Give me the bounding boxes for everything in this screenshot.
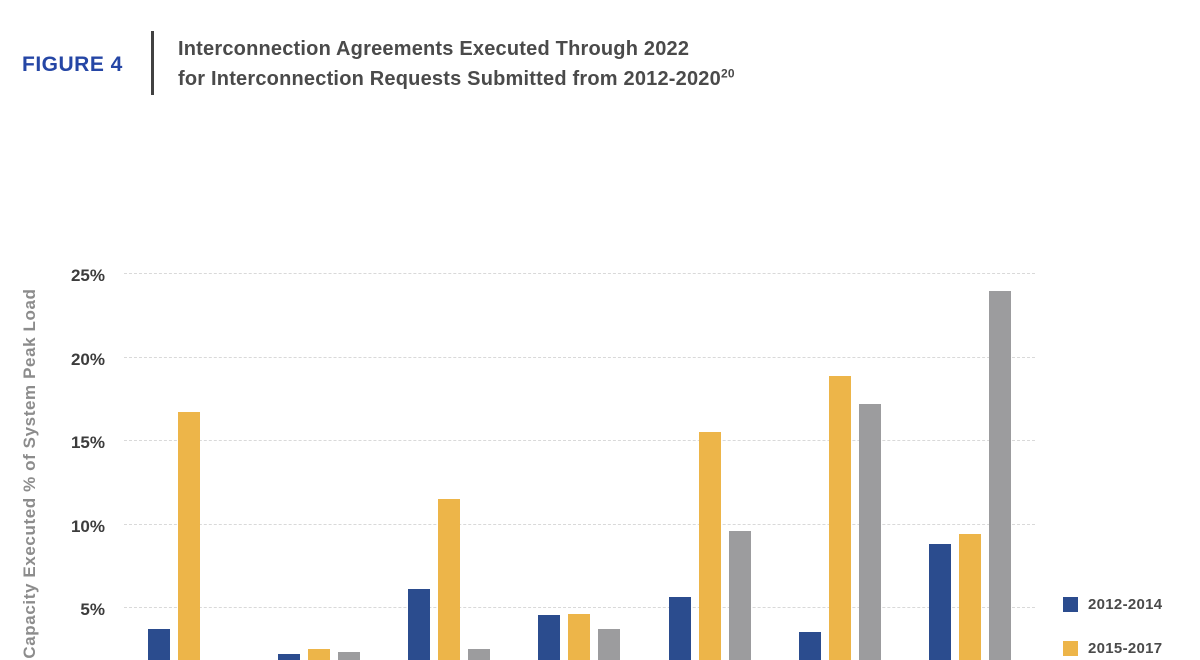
chart-title-line1: Interconnection Agreements Executed Thro…: [178, 38, 690, 60]
bar-caiso-2012-2014: [798, 632, 821, 660]
bar-ercot-2015-2017: [958, 533, 981, 660]
bar-pjm-2015-2017: [438, 498, 461, 660]
header-divider: [151, 31, 154, 95]
legend-item: 2012-2014: [1063, 596, 1162, 613]
footnote-superscript: 20: [720, 66, 735, 81]
bar-nyso-2018-2020: [338, 652, 361, 660]
bar-group-miso: [668, 276, 751, 660]
legend-swatch-icon: [1063, 597, 1078, 612]
bar-caiso-2015-2017: [828, 375, 851, 660]
bar-group-pjm: [408, 276, 491, 660]
figure-header: FIGURE 4 Interconnection Agreements Exec…: [0, 0, 1200, 110]
bar-miso-2012-2014: [668, 597, 691, 660]
bar-spp-2015-2017: [178, 412, 201, 660]
y-axis-title: IA Capacity Executed % of System Peak Lo…: [20, 288, 39, 660]
figure-number-label: FIGURE 4: [22, 53, 123, 76]
bar-group-ercot: [928, 276, 1011, 660]
bar-group-spp: [148, 276, 230, 660]
bar-ercot-2012-2014: [928, 543, 951, 660]
bar-group-iso-ne: [538, 276, 621, 660]
bar-iso-ne-2012-2014: [538, 615, 561, 660]
bar-pjm-2018-2020: [468, 648, 491, 660]
bar-pjm-2012-2014: [408, 588, 431, 660]
bar-iso-ne-2015-2017: [568, 613, 591, 660]
y-tick-label: 25%: [70, 266, 105, 285]
legend-label: 2012-2014: [1088, 596, 1163, 613]
gridline: [124, 356, 1035, 358]
bar-group-caiso: [798, 276, 881, 660]
legend-item: 2015-2017: [1063, 640, 1162, 657]
bar-chart: IA Capacity Executed % of System Peak Lo…: [0, 110, 1200, 660]
bar-ercot-2018-2020: [988, 290, 1011, 660]
gridline: [124, 273, 1035, 274]
legend-swatch-icon: [1063, 641, 1078, 656]
bar-nyso-2012-2014: [278, 653, 301, 660]
bar-spp-2012-2014: [148, 628, 171, 660]
chart-title-line2: for Interconnection Requests Submitted f…: [178, 66, 735, 90]
gridline: [124, 607, 1035, 609]
bar-nyso-2015-2017: [308, 648, 331, 660]
plot-area: [124, 273, 1035, 660]
y-tick-label: 20%: [70, 349, 105, 369]
bar-caiso-2018-2020: [858, 404, 881, 660]
y-tick-label: 15%: [70, 433, 105, 453]
bar-miso-2018-2020: [728, 530, 751, 660]
chart-title: Interconnection Agreements Executed Thro…: [178, 34, 735, 94]
bar-miso-2015-2017: [698, 432, 721, 660]
bar-group-nyso: [278, 276, 361, 660]
gridline: [124, 523, 1035, 525]
bar-iso-ne-2018-2020: [598, 628, 621, 660]
legend-label: 2015-2017: [1088, 640, 1163, 657]
y-tick-label: 5%: [80, 600, 105, 620]
gridline: [124, 440, 1035, 442]
y-tick-label: 10%: [70, 516, 105, 536]
